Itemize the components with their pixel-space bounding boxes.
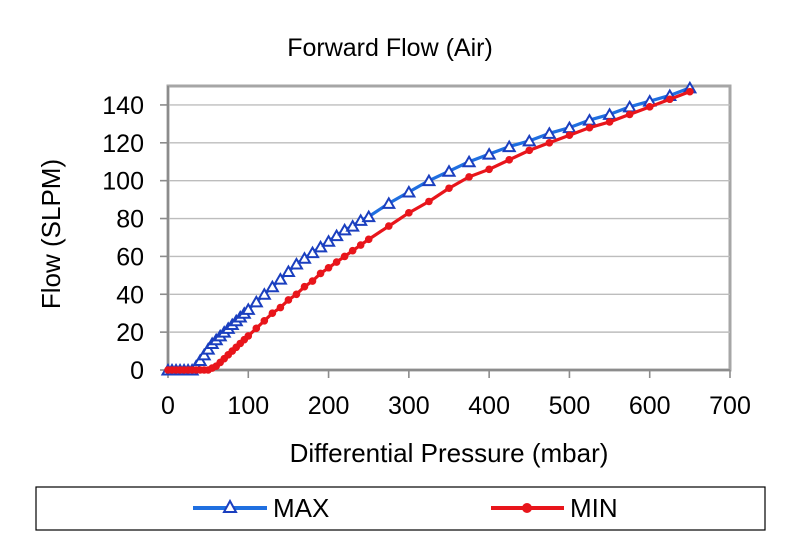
legend: MAX MIN: [35, 486, 766, 531]
x-tick-labels: 0 100 200 300 400 500 600 700: [161, 370, 751, 420]
x-tick-label: 400: [468, 392, 510, 420]
data-point-max: [257, 287, 272, 300]
series-min: [164, 87, 694, 374]
y-tick-label: 20: [116, 319, 144, 347]
y-tick-label: 120: [102, 130, 144, 158]
y-axis-title: Flow (SLPM): [36, 159, 66, 309]
data-point-max: [273, 272, 288, 285]
data-point-min: [465, 173, 473, 181]
x-tick-label: 700: [709, 392, 751, 420]
legend-max-label: MAX: [273, 493, 329, 523]
data-point-min: [348, 246, 357, 255]
x-tick-label: 100: [227, 392, 269, 420]
data-point-min: [316, 269, 325, 278]
data-point-min: [425, 197, 433, 206]
x-tick-label: 500: [549, 392, 591, 420]
data-point-max: [441, 164, 457, 177]
legend-item-max: MAX: [193, 493, 329, 523]
data-point-min: [545, 139, 554, 147]
data-point-max: [241, 302, 256, 315]
x-tick-label: 0: [161, 392, 175, 420]
data-point-max: [265, 279, 280, 293]
chart-title: Forward Flow (Air): [287, 34, 493, 62]
data-point-min: [244, 332, 253, 340]
legend-min-label: MIN: [570, 493, 618, 523]
data-point-max: [522, 133, 537, 147]
data-point-max: [481, 147, 497, 160]
data-point-min: [384, 222, 393, 230]
y-tick-labels: 0 20 40 60 80 100 120 140: [102, 92, 168, 385]
data-point-min: [665, 95, 674, 104]
data-point-max: [461, 154, 477, 168]
data-point-min: [332, 258, 341, 266]
data-point-min: [260, 316, 269, 325]
data-point-min: [585, 123, 594, 132]
data-point-min: [252, 324, 261, 333]
legend-min-circle-icon: [522, 503, 532, 513]
y-tick-label: 0: [130, 357, 144, 385]
data-point-max: [361, 209, 376, 223]
data-point-min: [300, 282, 309, 291]
data-point-min: [364, 235, 373, 244]
y-tick-label: 40: [116, 281, 144, 309]
x-axis-title: Differential Pressure (mbar): [290, 438, 609, 468]
data-point-max: [281, 264, 296, 278]
legend-item-min: MIN: [491, 493, 618, 523]
data-point-min: [276, 303, 285, 312]
data-point-max: [501, 139, 517, 153]
data-point-min: [525, 146, 534, 155]
data-point-min: [356, 241, 365, 249]
data-point-min: [485, 165, 493, 174]
data-point-min: [340, 252, 349, 261]
legend-max-triangle-icon: [222, 498, 238, 513]
data-point-min: [686, 87, 694, 96]
series: [160, 80, 698, 376]
data-point-max: [421, 173, 437, 187]
legend-box: [35, 486, 766, 531]
y-tick-label: 100: [102, 168, 144, 196]
data-point-max: [381, 196, 397, 209]
data-point-max: [249, 294, 264, 308]
y-tick-label: 60: [116, 243, 144, 271]
data-point-min: [565, 131, 574, 140]
data-point-min: [308, 277, 317, 285]
data-point-min: [324, 263, 333, 272]
x-tick-label: 200: [308, 392, 350, 420]
data-point-max: [542, 126, 557, 139]
axes: [167, 86, 730, 371]
data-point-min: [445, 184, 453, 193]
plot-area-frame: [166, 84, 732, 372]
y-tick-label: 80: [116, 206, 144, 234]
data-point-max: [401, 185, 417, 198]
data-point-min: [645, 103, 654, 111]
y-tick-label: 140: [102, 92, 144, 120]
data-point-min: [405, 209, 413, 217]
data-point-min: [284, 296, 293, 304]
data-point-min: [268, 309, 277, 318]
data-point-min: [605, 118, 614, 126]
data-point-min: [292, 290, 301, 299]
data-point-min: [625, 110, 634, 119]
x-tick-label: 300: [388, 392, 430, 420]
x-tick-label: 600: [629, 392, 671, 420]
data-point-min: [505, 156, 514, 164]
